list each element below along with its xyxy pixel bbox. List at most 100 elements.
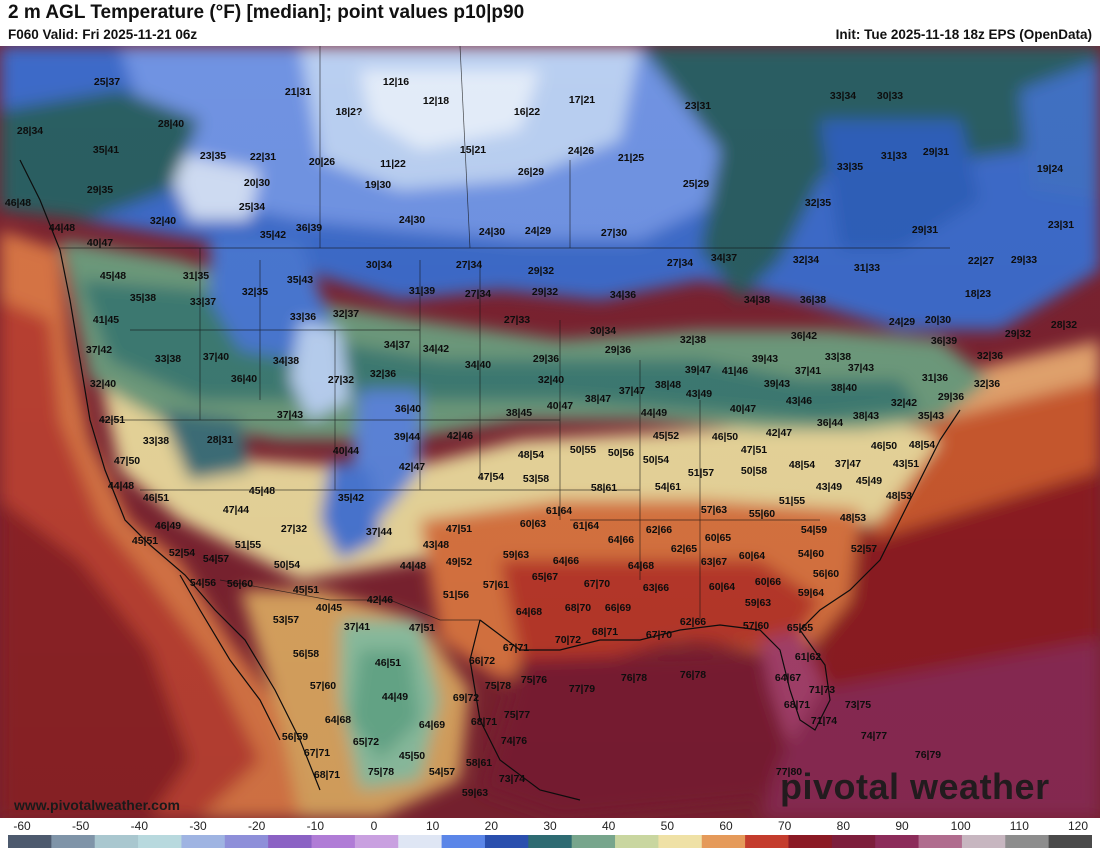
point-value: 28|31 — [206, 434, 234, 446]
point-value: 71|73 — [808, 684, 836, 696]
point-value: 20|30 — [243, 177, 271, 189]
point-value: 57|60 — [309, 680, 337, 692]
map-background — [0, 46, 1100, 818]
point-value: 31|36 — [921, 372, 949, 384]
point-value: 32|37 — [332, 308, 360, 320]
point-value: 29|36 — [937, 391, 965, 403]
point-value: 45|48 — [248, 485, 276, 497]
point-value: 64|67 — [774, 672, 802, 684]
point-value: 24|29 — [888, 316, 916, 328]
point-value: 51|55 — [234, 539, 262, 551]
point-value: 33|38 — [142, 435, 170, 447]
point-value: 37|41 — [794, 365, 822, 377]
point-value: 43|49 — [685, 388, 713, 400]
point-value: 61|64 — [572, 520, 600, 532]
point-value: 69|72 — [452, 692, 480, 704]
colorbar-tick: 0 — [370, 819, 378, 833]
point-value: 64|66 — [552, 555, 580, 567]
colorbar-tick: 20 — [484, 819, 499, 833]
colorbar-swatch — [354, 835, 399, 848]
colorbar-swatch — [441, 835, 486, 848]
point-value: 42|46 — [446, 430, 474, 442]
point-value: 66|72 — [468, 655, 496, 667]
point-value: 48|54 — [788, 459, 816, 471]
point-value: 73|75 — [844, 699, 872, 711]
point-value: 44|48 — [107, 480, 135, 492]
point-value: 34|36 — [609, 289, 637, 301]
point-value: 68|70 — [564, 602, 592, 614]
point-value: 47|51 — [445, 523, 473, 535]
point-value: 42|46 — [366, 594, 394, 606]
point-value: 36|40 — [394, 403, 422, 415]
point-value: 29|33 — [1010, 254, 1038, 266]
point-value: 43|46 — [785, 395, 813, 407]
point-value: 33|36 — [289, 311, 317, 323]
point-value: 35|38 — [129, 292, 157, 304]
point-value: 54|59 — [800, 524, 828, 536]
colorbar-tick: 30 — [543, 819, 557, 833]
point-value: 22|31 — [249, 151, 277, 163]
point-value: 39|47 — [684, 364, 712, 376]
point-value: 27|30 — [600, 227, 628, 239]
point-value: 46|50 — [870, 440, 898, 452]
point-value: 71|74 — [810, 715, 838, 727]
point-value: 32|35 — [241, 286, 269, 298]
temperature-map[interactable]: 25|37 21|31 12|16 12|18 18|2? 16|22 17|21 23|31… — [0, 46, 1100, 818]
point-value: 37|40 — [202, 351, 230, 363]
point-value: 34|38 — [743, 294, 771, 306]
point-value: 32|36 — [973, 378, 1001, 390]
point-value: 56|60 — [226, 578, 254, 590]
point-value: 54|57 — [202, 553, 230, 565]
map-title: 2 m AGL Temperature (°F) [median]; point… — [8, 2, 525, 23]
point-value: 25|37 — [93, 76, 121, 88]
point-value: 33|37 — [189, 296, 217, 308]
point-value: 40|47 — [86, 237, 114, 249]
point-value: 54|56 — [189, 577, 217, 589]
point-value: 29|31 — [922, 146, 950, 158]
point-value: 59|63 — [744, 597, 772, 609]
point-value: 62|66 — [679, 616, 707, 628]
colorbar-tick: -20 — [247, 819, 266, 833]
point-value: 38|40 — [830, 382, 858, 394]
point-value: 24|26 — [567, 145, 595, 157]
point-value: 37|47 — [618, 385, 646, 397]
point-value: 27|34 — [464, 288, 492, 300]
point-value: 39|43 — [763, 378, 791, 390]
colorbar-swatch — [94, 835, 139, 848]
point-value: 60|66 — [754, 576, 782, 588]
point-value: 55|60 — [748, 508, 776, 520]
point-value: 60|64 — [708, 581, 736, 593]
point-value: 59|64 — [797, 587, 825, 599]
point-value: 36|40 — [230, 373, 258, 385]
point-value: 27|34 — [666, 257, 694, 269]
point-value: 51|55 — [778, 495, 806, 507]
point-value: 61|64 — [545, 505, 573, 517]
point-value: 45|49 — [855, 475, 883, 487]
colorbar-tick: -60 — [13, 819, 31, 833]
point-value: 38|43 — [852, 410, 880, 422]
point-value: 15|21 — [459, 144, 487, 156]
point-value: 62|66 — [645, 524, 673, 536]
point-value: 47|44 — [222, 504, 250, 516]
point-value: 32|34 — [792, 254, 820, 266]
point-value: 36|38 — [799, 294, 827, 306]
point-value: 32|36 — [976, 350, 1004, 362]
colorbar-ticks: -60 -50 -40 -30 -20 -10 0 10 20 30 40 50 60 70 80 90 100… — [0, 818, 1100, 834]
point-value: 60|63 — [519, 518, 547, 530]
point-value: 40|45 — [315, 602, 343, 614]
point-value: 47|54 — [477, 471, 505, 483]
point-value: 64|68 — [627, 560, 655, 572]
point-value: 56|59 — [281, 731, 309, 743]
point-value: 73|74 — [498, 773, 526, 785]
colorbar-swatch — [1048, 835, 1092, 848]
point-value: 42|47 — [398, 461, 426, 473]
point-value: 57|63 — [700, 504, 728, 516]
point-value: 37|43 — [847, 362, 875, 374]
colorbar-swatch — [138, 835, 183, 848]
colorbar-swatch — [8, 835, 52, 848]
point-value: 34|38 — [272, 355, 300, 367]
colorbar-swatch — [1005, 835, 1050, 848]
point-value: 51|57 — [687, 467, 715, 479]
point-value: 44|49 — [381, 691, 409, 703]
point-value: 35|43 — [286, 274, 314, 286]
